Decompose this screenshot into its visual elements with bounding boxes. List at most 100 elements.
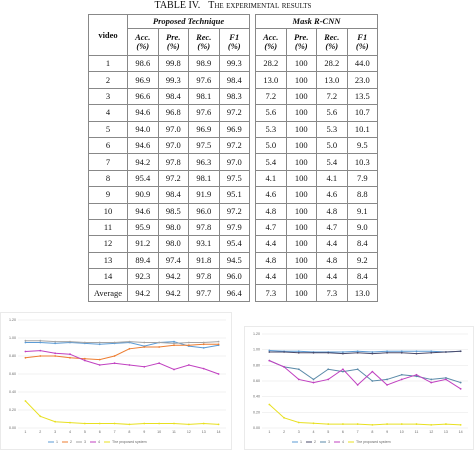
point [327,368,330,371]
point [113,362,116,365]
point [386,378,388,381]
x-tick-label: 9 [143,430,145,434]
table-cell: 5.4 [255,153,287,171]
point [128,423,131,426]
point [24,356,27,359]
point [445,376,447,379]
table-cell: 97.0 [157,120,189,138]
series-line [269,349,461,353]
table-cell: 4.6 [316,186,348,204]
table-cell: 95.4 [218,235,250,253]
point [445,378,447,381]
table-cell: 94.6 [127,202,159,220]
table-cell: 3 [88,87,128,106]
point [173,422,175,425]
table-cell: 10 [88,202,128,220]
legend-label: 3 [328,440,330,444]
table-cell: 7.9 [346,169,378,188]
table-row: Average 94.2 94.2 97.7 96.4 7.3 100 7.3 13.0 [88,284,378,302]
point [327,351,330,354]
legend-label: 4 [98,440,100,444]
point [202,367,205,370]
point [54,340,57,343]
point [143,341,146,344]
table-cell: 96.4 [218,284,250,302]
table-cell: 96.0 [218,268,250,286]
point [459,350,462,353]
column-header: Acc. (%) [255,28,287,56]
table-cell: 97.8 [188,268,220,286]
chart-frame [244,326,474,450]
point [400,378,403,381]
header-row: video Proposed Technique Mask R-CNN [88,14,378,302]
series-line [269,360,461,384]
table-cell: 91.9 [188,186,220,204]
table-cell: 4.6 [255,186,287,204]
series-line [25,340,219,344]
legend-label: 4 [342,440,344,444]
table-cell: 98.6 [127,54,159,73]
series-line [269,350,461,355]
point [113,422,116,425]
point [202,341,205,344]
table-cell: 10.3 [346,153,378,171]
point [83,422,86,425]
table-cell: 28.2 [316,54,348,73]
gap [249,14,256,302]
table-cell: 9 [88,186,128,204]
table-cell: 5 [88,120,128,138]
point [312,378,315,381]
point [69,356,71,359]
table-cell: 7.2 [316,87,348,106]
point [187,364,190,366]
point [297,351,300,354]
table-cell: 6 [88,136,128,155]
point [415,375,418,378]
series-line [269,404,461,426]
table-cell: 8.4 [346,268,378,286]
legend-label: The proposed system [356,440,391,444]
table-cell: 96.0 [188,202,220,220]
table-cell: 94.2 [157,284,189,302]
point [143,422,146,425]
point [386,351,388,354]
point [217,373,220,375]
table-cell: Average [88,284,128,302]
table-cell: 100 [285,169,317,188]
y-tick-label: 0.80 [253,363,260,367]
table-cell: 4.8 [316,251,348,270]
y-tick-label: 0.20 [9,408,16,412]
point [327,378,330,381]
point [445,423,447,425]
point [297,378,300,381]
point [386,384,388,386]
table-cell: 8 [88,169,128,188]
table-cell: 8.8 [346,186,378,204]
y-tick-label: 1.00 [9,336,16,340]
table-cell: 97.8 [157,153,189,171]
point [268,349,271,352]
point [202,343,205,346]
table-row: 10 94.6 98.5 96.0 97.2 4.8 100 4.8 9.1 [88,202,378,220]
point [400,350,403,353]
table-cell: 100 [285,120,317,138]
table-cell: 5.3 [255,120,287,138]
table-cell: 98.9 [188,54,220,73]
table-cell: 94.2 [157,268,189,286]
point [415,423,418,425]
table-row: 8 95.4 97.2 98.1 97.5 4.1 100 4.1 7.9 [88,169,378,188]
point [356,384,359,386]
x-tick-label: 6 [342,430,344,434]
point [39,339,42,342]
chart-frame [0,312,232,450]
point [297,350,300,353]
point [430,381,433,384]
x-tick-label: 11 [172,430,176,434]
point [39,355,42,357]
table-cell: 98.5 [157,202,189,220]
table-cell: 94.2 [127,284,159,302]
x-tick-label: 6 [99,430,101,434]
table-cell: 4.7 [316,218,348,237]
point [342,352,344,355]
x-tick-label: 2 [39,430,41,434]
